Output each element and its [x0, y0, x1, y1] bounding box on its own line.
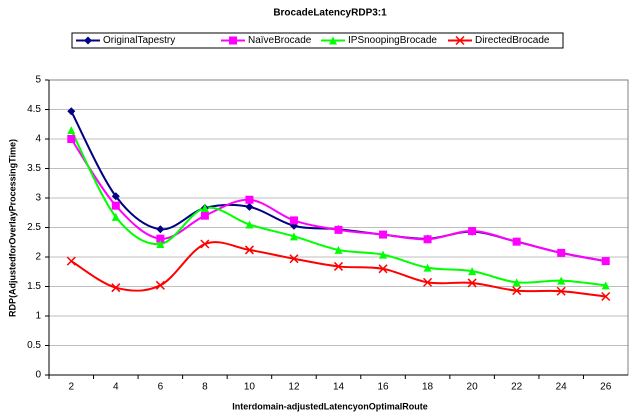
- point: [289, 216, 298, 225]
- x-axis-label: Interdomain-adjustedLatencyonOptimalRout…: [232, 401, 428, 411]
- y-tick-label: 3.5: [27, 163, 41, 174]
- point: [289, 232, 298, 241]
- point: [333, 261, 344, 271]
- point: [557, 276, 566, 285]
- point: [66, 256, 76, 266]
- point: [423, 263, 432, 272]
- legend-marker: [455, 35, 465, 46]
- point: [67, 135, 76, 143]
- legend-label: OriginalTapestry: [103, 35, 175, 46]
- point: [512, 278, 521, 287]
- x-tick-label: 10: [244, 382, 256, 393]
- point: [111, 192, 120, 201]
- x-tick-label: 22: [511, 382, 523, 393]
- x-tick-label: 16: [377, 382, 389, 393]
- point: [556, 286, 566, 296]
- point: [423, 235, 432, 244]
- y-tick-label: 3: [35, 193, 41, 204]
- legend-marker: [229, 36, 237, 45]
- legend-box: [71, 32, 564, 49]
- y-tick-label: 0.5: [27, 340, 41, 351]
- point: [467, 278, 477, 288]
- x-tick-label: 4: [113, 382, 119, 393]
- y-tick-label: 2.5: [27, 222, 41, 233]
- point: [289, 254, 299, 264]
- x-tick-label: 12: [288, 382, 300, 393]
- y-tick-label: 1.5: [27, 281, 41, 292]
- point: [155, 280, 165, 290]
- point: [334, 245, 343, 254]
- point: [601, 281, 610, 290]
- y-tick-label: 2: [35, 252, 41, 263]
- point: [156, 225, 165, 234]
- point: [512, 237, 521, 246]
- series-line: [70, 110, 606, 263]
- point: [334, 225, 343, 234]
- y-tick-label: 4: [35, 134, 41, 145]
- x-tick-label: 20: [467, 382, 479, 393]
- point: [156, 240, 165, 249]
- point: [67, 107, 76, 116]
- x-tick-label: 2: [68, 382, 74, 393]
- point: [111, 201, 120, 210]
- point: [379, 250, 388, 259]
- x-tick-label: 6: [158, 382, 164, 393]
- point: [423, 277, 433, 287]
- point: [200, 239, 210, 249]
- point: [468, 267, 477, 276]
- legend-label: NaïveBrocade: [248, 35, 312, 46]
- legend-label: DirectedBrocade: [475, 35, 550, 46]
- point: [378, 264, 388, 274]
- y-tick-label: 1: [35, 311, 41, 322]
- x-tick-label: 18: [422, 382, 434, 393]
- legend-marker: [84, 36, 92, 45]
- point: [67, 126, 76, 135]
- point: [601, 257, 610, 266]
- point: [379, 230, 388, 239]
- point: [111, 212, 120, 221]
- y-tick-label: 5: [35, 75, 41, 86]
- y-tick-label: 4.5: [27, 104, 41, 115]
- point: [200, 211, 209, 220]
- point: [156, 234, 165, 243]
- chart-title: BrocadeLatencyRDP3:1: [273, 8, 387, 19]
- legend-marker: [329, 36, 337, 45]
- point: [244, 245, 254, 255]
- point: [111, 283, 121, 293]
- x-tick-label: 8: [202, 382, 208, 393]
- legend-label: IPSnoopingBrocade: [348, 35, 437, 46]
- point: [557, 248, 566, 257]
- point: [512, 286, 522, 296]
- series-line: [70, 129, 606, 287]
- point: [245, 202, 254, 211]
- x-tick-label: 26: [600, 382, 612, 393]
- x-tick-label: 24: [556, 382, 568, 393]
- y-axis-label: RDP(AdjustedforOverlayProcessingTime): [7, 139, 17, 317]
- point: [245, 220, 254, 229]
- x-tick-label: 14: [333, 382, 345, 393]
- point: [200, 204, 209, 213]
- point: [468, 227, 477, 236]
- y-tick-label: 0: [35, 370, 41, 381]
- point: [601, 291, 611, 302]
- point: [245, 195, 254, 204]
